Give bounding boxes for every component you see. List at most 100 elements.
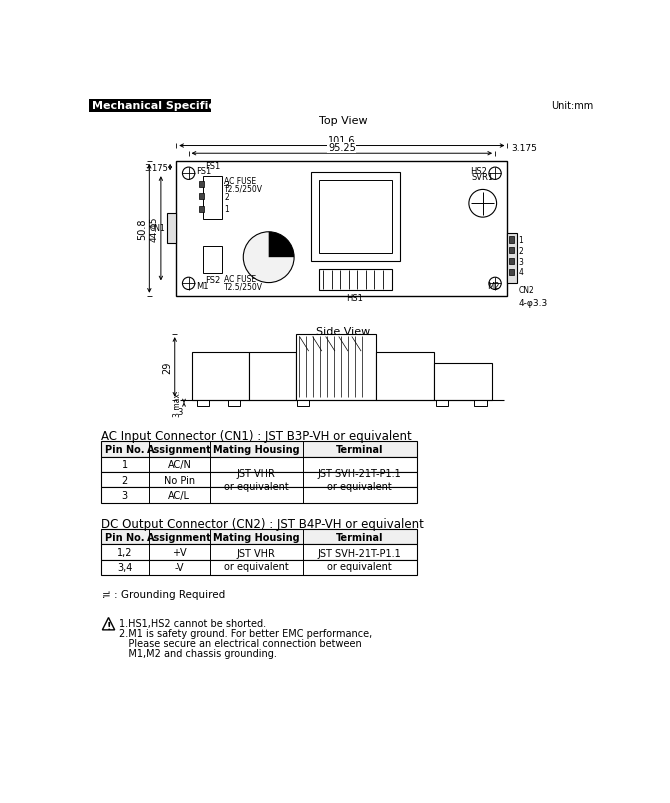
- Text: 3,4: 3,4: [117, 563, 133, 573]
- Text: 2: 2: [518, 247, 523, 255]
- Text: Mechanical Specification: Mechanical Specification: [92, 101, 247, 112]
- Text: 3.175: 3.175: [511, 145, 537, 153]
- Bar: [100, 487, 417, 503]
- Circle shape: [489, 278, 501, 290]
- Bar: [319, 181, 392, 254]
- Bar: [436, 400, 448, 406]
- Bar: [100, 529, 417, 544]
- Text: 2.M1 is safety ground. For better EMC performance,: 2.M1 is safety ground. For better EMC pe…: [119, 628, 373, 638]
- Text: 3: 3: [518, 257, 523, 267]
- Text: JST VHR
or equivalent: JST VHR or equivalent: [224, 468, 289, 491]
- Bar: [167, 214, 176, 244]
- Bar: [203, 247, 222, 273]
- Text: M2: M2: [487, 282, 500, 291]
- Text: Assignment: Assignment: [147, 444, 212, 454]
- Text: Side View: Side View: [316, 327, 371, 337]
- Text: FS1: FS1: [196, 167, 212, 176]
- Text: AC/L: AC/L: [168, 491, 190, 500]
- Text: 101.6: 101.6: [328, 136, 356, 145]
- Text: Mating Housing: Mating Housing: [213, 444, 299, 454]
- Text: 95.25: 95.25: [328, 143, 356, 153]
- Text: M1: M1: [196, 282, 209, 291]
- Text: 3 max.: 3 max.: [174, 390, 182, 416]
- Text: FS2: FS2: [205, 275, 220, 284]
- Bar: [198, 194, 204, 200]
- Bar: [295, 335, 377, 400]
- Text: Mating Housing: Mating Housing: [213, 532, 299, 542]
- Text: 3: 3: [122, 491, 128, 500]
- Text: 1: 1: [224, 205, 228, 214]
- Text: HS2: HS2: [470, 166, 487, 175]
- Text: T2.5/250V: T2.5/250V: [224, 282, 263, 291]
- Circle shape: [243, 233, 294, 283]
- Text: CN2: CN2: [518, 286, 534, 295]
- Text: 29: 29: [162, 361, 172, 373]
- Text: -V: -V: [175, 563, 184, 573]
- Text: SVR1: SVR1: [472, 173, 494, 181]
- Text: 1,2: 1,2: [117, 548, 133, 557]
- Bar: [377, 353, 434, 400]
- Bar: [100, 560, 417, 576]
- Text: AC Input Connector (CN1) : JST B3P-VH or equivalent: AC Input Connector (CN1) : JST B3P-VH or…: [100, 430, 411, 442]
- Text: Pin No.: Pin No.: [105, 444, 145, 454]
- Text: 2: 2: [121, 475, 128, 485]
- Bar: [203, 177, 222, 219]
- Bar: [509, 259, 515, 265]
- Text: Unit:mm: Unit:mm: [551, 101, 594, 112]
- Text: 3: 3: [177, 407, 182, 416]
- Bar: [100, 442, 417, 457]
- Bar: [474, 400, 486, 406]
- Text: 50.8: 50.8: [137, 218, 147, 240]
- Text: Top View: Top View: [319, 116, 368, 126]
- Text: JST VHR
or equivalent: JST VHR or equivalent: [224, 548, 289, 572]
- Circle shape: [469, 190, 496, 218]
- Bar: [198, 181, 204, 188]
- Text: JST SVH-21T-P1.1
or equivalent: JST SVH-21T-P1.1 or equivalent: [318, 548, 401, 572]
- Text: 2: 2: [224, 193, 228, 202]
- Text: Terminal: Terminal: [336, 532, 383, 542]
- Bar: [176, 161, 507, 296]
- Bar: [228, 400, 240, 406]
- Bar: [198, 206, 204, 213]
- Wedge shape: [269, 233, 294, 258]
- Text: 1.HS1,HS2 cannot be shorted.: 1.HS1,HS2 cannot be shorted.: [119, 618, 267, 628]
- Text: 1: 1: [518, 235, 523, 245]
- Text: 4: 4: [518, 268, 523, 277]
- Text: +V: +V: [172, 548, 187, 557]
- Bar: [192, 353, 249, 400]
- Bar: [89, 100, 211, 112]
- Bar: [197, 400, 210, 406]
- Circle shape: [182, 168, 195, 180]
- Polygon shape: [103, 618, 115, 630]
- Text: Please secure an electrical connection between: Please secure an electrical connection b…: [119, 638, 362, 648]
- Text: 3.175: 3.175: [145, 163, 169, 173]
- Bar: [319, 269, 392, 291]
- Text: AC/N: AC/N: [168, 460, 192, 470]
- Text: Pin No.: Pin No.: [105, 532, 145, 542]
- Text: HS1: HS1: [346, 293, 363, 302]
- Bar: [509, 248, 515, 254]
- Bar: [249, 353, 295, 400]
- Text: 4-φ3.3: 4-φ3.3: [518, 299, 547, 308]
- Text: ≓ : Grounding Required: ≓ : Grounding Required: [103, 589, 226, 599]
- Circle shape: [182, 278, 195, 290]
- Text: M1,M2 and chassis grounding.: M1,M2 and chassis grounding.: [119, 648, 277, 658]
- Text: T2.5/250V: T2.5/250V: [224, 184, 263, 193]
- Text: AC FUSE: AC FUSE: [224, 177, 256, 185]
- Text: CN1: CN1: [150, 224, 165, 233]
- Bar: [509, 237, 515, 243]
- Text: Terminal: Terminal: [336, 444, 383, 454]
- Text: AC FUSE: AC FUSE: [224, 275, 256, 283]
- Text: No Pin: No Pin: [163, 475, 195, 485]
- Bar: [297, 400, 310, 406]
- Text: !: !: [107, 622, 111, 631]
- Text: JST SVH-21T-P1.1
or equivalent: JST SVH-21T-P1.1 or equivalent: [318, 468, 401, 491]
- Bar: [100, 457, 417, 472]
- Bar: [311, 173, 399, 262]
- Bar: [100, 544, 417, 560]
- Bar: [507, 234, 517, 284]
- Circle shape: [489, 168, 501, 180]
- Text: 1: 1: [122, 460, 128, 470]
- Text: 3: 3: [224, 181, 229, 190]
- Bar: [434, 363, 492, 400]
